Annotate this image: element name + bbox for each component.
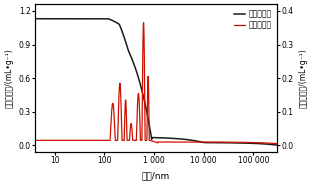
孔体积增量 bbox=[126, 139, 130, 141]
X-axis label: 孔径/nm: 孔径/nm bbox=[142, 171, 170, 180]
累积孔体积 bbox=[126, 48, 130, 50]
孔体积增量 bbox=[244, 141, 248, 144]
孔体积增量 bbox=[271, 142, 274, 144]
孔体积增量 bbox=[61, 139, 65, 141]
孔体积增量 bbox=[33, 139, 37, 141]
累积孔体积 bbox=[275, 144, 279, 146]
累积孔体积 bbox=[136, 76, 140, 78]
累积孔体积 bbox=[75, 18, 79, 20]
孔体积增量 bbox=[136, 93, 140, 95]
Y-axis label: 孔体积增量/(mL•g⁻¹): 孔体积增量/(mL•g⁻¹) bbox=[299, 48, 308, 108]
Line: 孔体积增量: 孔体积增量 bbox=[35, 23, 277, 145]
Y-axis label: 累积孔体积/(mL•g⁻¹): 累积孔体积/(mL•g⁻¹) bbox=[4, 48, 13, 108]
累积孔体积 bbox=[61, 18, 65, 20]
累积孔体积 bbox=[244, 142, 248, 144]
孔体积增量 bbox=[75, 139, 79, 141]
孔体积增量 bbox=[275, 144, 279, 146]
孔体积增量 bbox=[142, 22, 145, 24]
Line: 累积孔体积: 累积孔体积 bbox=[35, 19, 277, 145]
累积孔体积 bbox=[271, 144, 274, 146]
Legend: 累积孔体积, 孔体积增量: 累积孔体积, 孔体积增量 bbox=[232, 8, 273, 31]
累积孔体积 bbox=[33, 18, 37, 20]
